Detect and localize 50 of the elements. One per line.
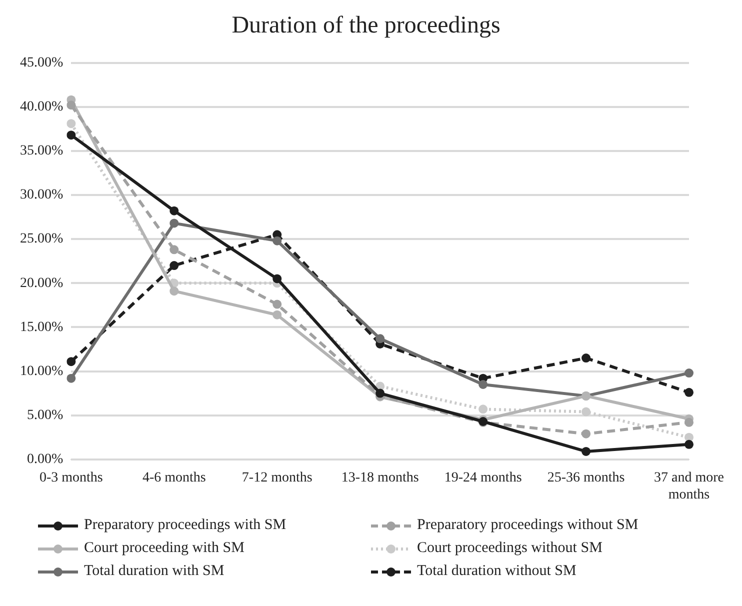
point — [582, 407, 591, 416]
point — [684, 440, 694, 449]
point — [170, 245, 179, 254]
point — [684, 388, 694, 397]
legend-label: Preparatory proceedings without SM — [417, 517, 638, 534]
y-tick-label: 5.00% — [26, 408, 64, 424]
legend-label: Preparatory proceedings with SM — [84, 517, 286, 534]
y-tick-label: 40.00% — [20, 100, 64, 115]
point — [272, 300, 282, 309]
x-tick-label: 25-36 months — [547, 470, 625, 486]
x-tick-label: 13-18 months — [341, 470, 419, 486]
point — [272, 236, 282, 246]
legend-label: Total duration with SM — [84, 563, 224, 580]
y-tick-label: 15.00% — [20, 320, 64, 335]
y-tick-label: 30.00% — [20, 188, 64, 203]
x-tick-label: 37 and more months — [654, 470, 724, 502]
legend-label: Court proceeding with SM — [84, 540, 244, 557]
point — [170, 261, 179, 270]
point — [478, 380, 488, 389]
point — [582, 354, 591, 363]
point — [478, 404, 488, 414]
y-tick-label: 25.00% — [20, 232, 64, 247]
legend-label: Total duration without SM — [417, 563, 576, 580]
y-tick-label: 45.00% — [20, 55, 64, 70]
point — [66, 119, 76, 128]
point — [66, 100, 76, 110]
point — [272, 274, 282, 284]
point — [376, 388, 385, 398]
x-tick-label: 0-3 months — [39, 470, 103, 486]
x-tick-label: 7-12 months — [242, 470, 312, 486]
x-tick-label: 4-6 months — [142, 470, 206, 486]
point — [170, 206, 179, 216]
chart-title: Duration of the proceedings — [232, 12, 500, 39]
y-tick-label: 10.00% — [20, 364, 64, 379]
point — [170, 286, 179, 296]
point — [272, 310, 282, 320]
point — [66, 357, 76, 366]
y-tick-label: 0.00% — [26, 452, 64, 468]
point — [582, 446, 591, 456]
point — [684, 368, 694, 378]
y-tick-label: 35.00% — [20, 144, 64, 159]
y-tick-label: 20.00% — [20, 276, 64, 291]
point — [376, 334, 385, 344]
point — [684, 418, 694, 427]
point — [66, 130, 76, 140]
legend-label: Court proceedings without SM — [417, 540, 602, 557]
point — [66, 374, 76, 383]
point — [170, 218, 179, 228]
point — [582, 429, 591, 438]
x-tick-label: 19-24 months — [444, 470, 522, 486]
